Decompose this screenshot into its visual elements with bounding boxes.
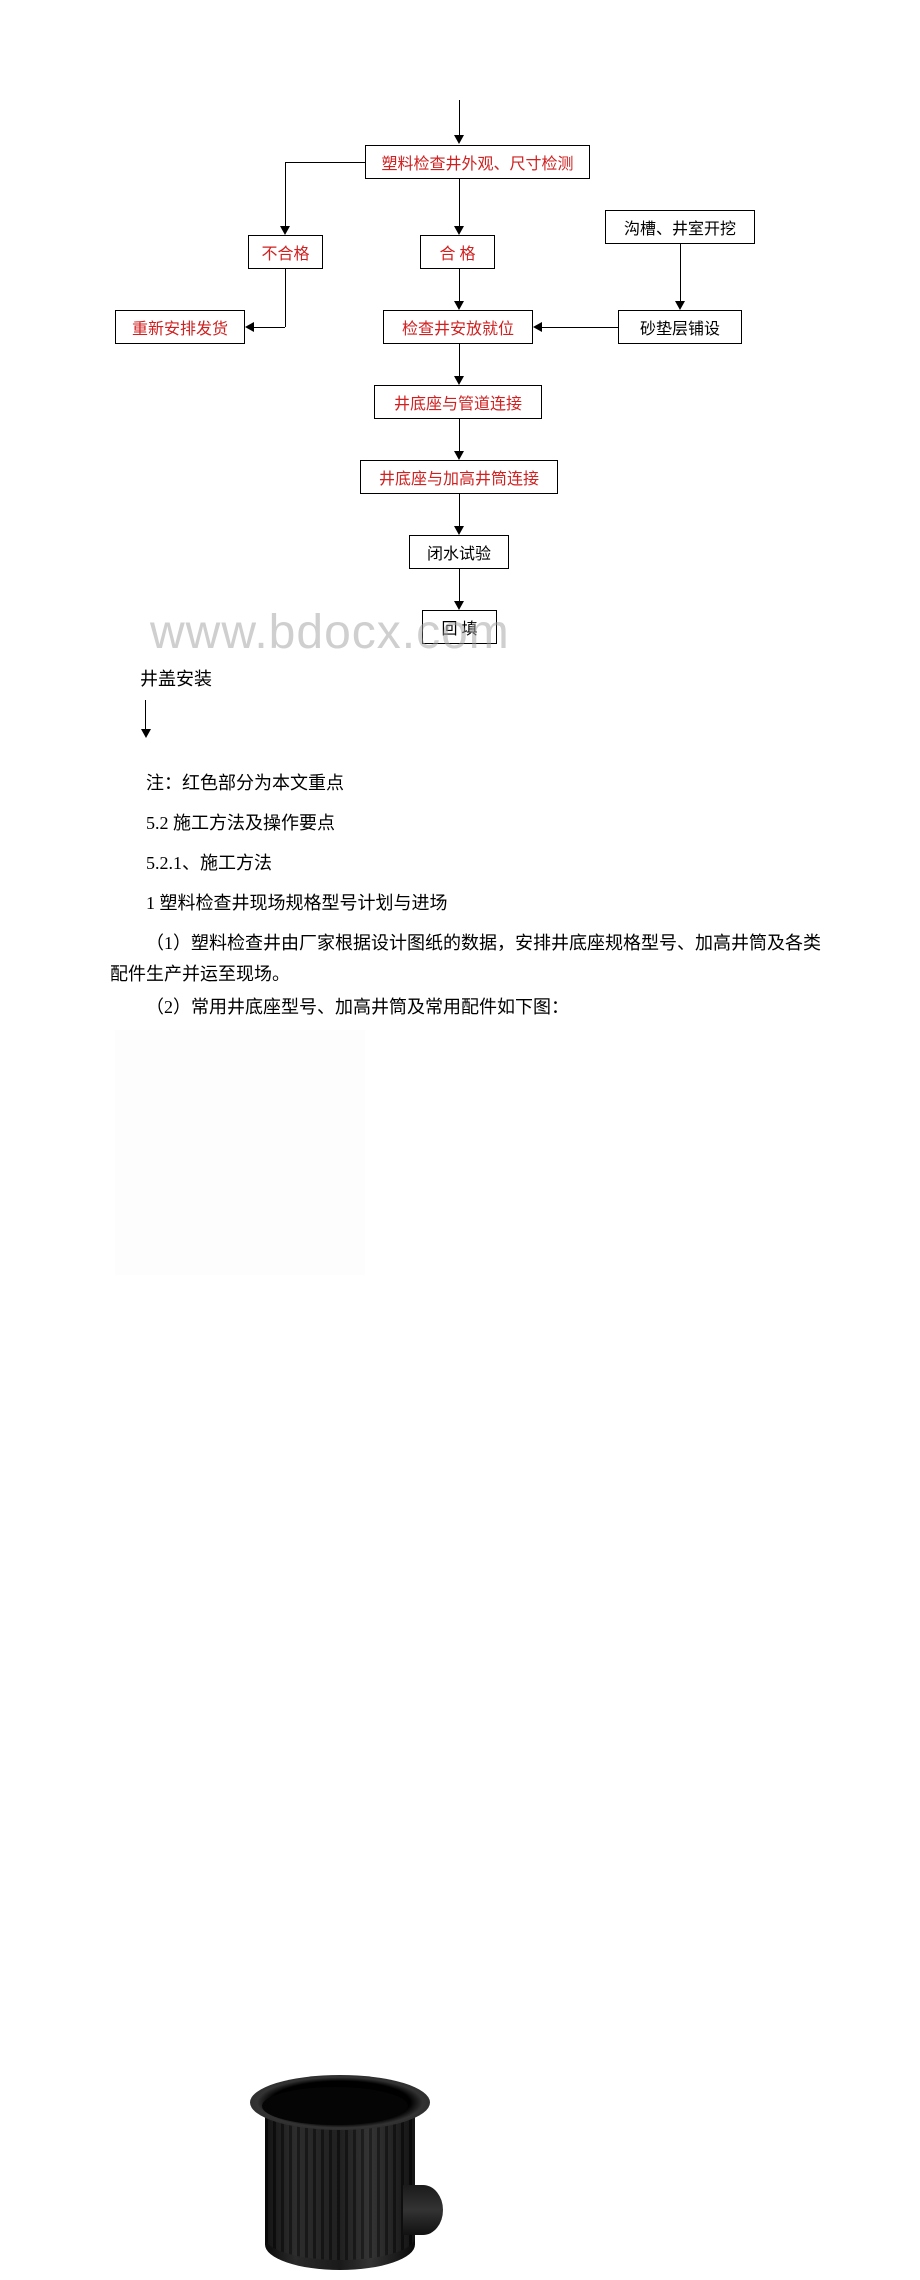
install-arrow [145,700,155,739]
edge [459,419,460,452]
node-placement: 检查井安放就位 [383,310,533,344]
note-text: 注：红色部分为本文重点 [110,768,830,799]
product-photo [115,1030,365,1275]
node-riser-connect: 井底座与加高井筒连接 [360,460,558,494]
edge [459,100,460,136]
section-5-2-1: 5.2.1、施工方法 [110,848,830,879]
paragraph-1: （1）塑料检查井由厂家根据设计图纸的数据，安排井底座规格型号、加高井筒及各类配件… [110,928,830,989]
arrowhead [454,226,464,235]
section-item-1: 1 塑料检查井现场规格型号计划与进场 [110,888,830,919]
edge [459,494,460,527]
edge [459,179,460,227]
flowchart-container: 塑料检查井外观、尺寸检测 不合格 合 格 沟槽、井室开挖 重新安排发货 检查井安… [0,90,920,650]
node-pipe-connect: 井底座与管道连接 [374,385,542,419]
node-pass: 合 格 [420,235,495,269]
node-water-test: 闭水试验 [409,535,509,569]
arrowhead [280,226,290,235]
arrowhead [675,301,685,310]
edge [680,244,681,302]
arrowhead [245,322,254,332]
arrowhead [454,135,464,144]
arrowhead [454,526,464,535]
node-backfill: 回 填 [422,610,497,644]
arrowhead [454,451,464,460]
arrowhead [533,322,542,332]
edge [285,162,286,227]
node-reship: 重新安排发货 [115,310,245,344]
edge [285,162,365,163]
section-5-2: 5.2 施工方法及操作要点 [110,808,830,839]
arrowhead [454,376,464,385]
edge [542,327,618,328]
node-excavation: 沟槽、井室开挖 [605,210,755,244]
node-inspection: 塑料检查井外观、尺寸检测 [365,145,590,179]
edge [459,269,460,302]
paragraph-2: （2）常用井底座型号、加高井筒及常用配件如下图： [110,992,830,1023]
arrowhead [454,601,464,610]
edge [459,569,460,602]
arrowhead [454,301,464,310]
edge [459,344,460,377]
node-sand-bedding: 砂垫层铺设 [618,310,742,344]
edge [285,269,286,327]
node-fail: 不合格 [248,235,323,269]
caption-install: 井盖安装 [140,665,212,691]
